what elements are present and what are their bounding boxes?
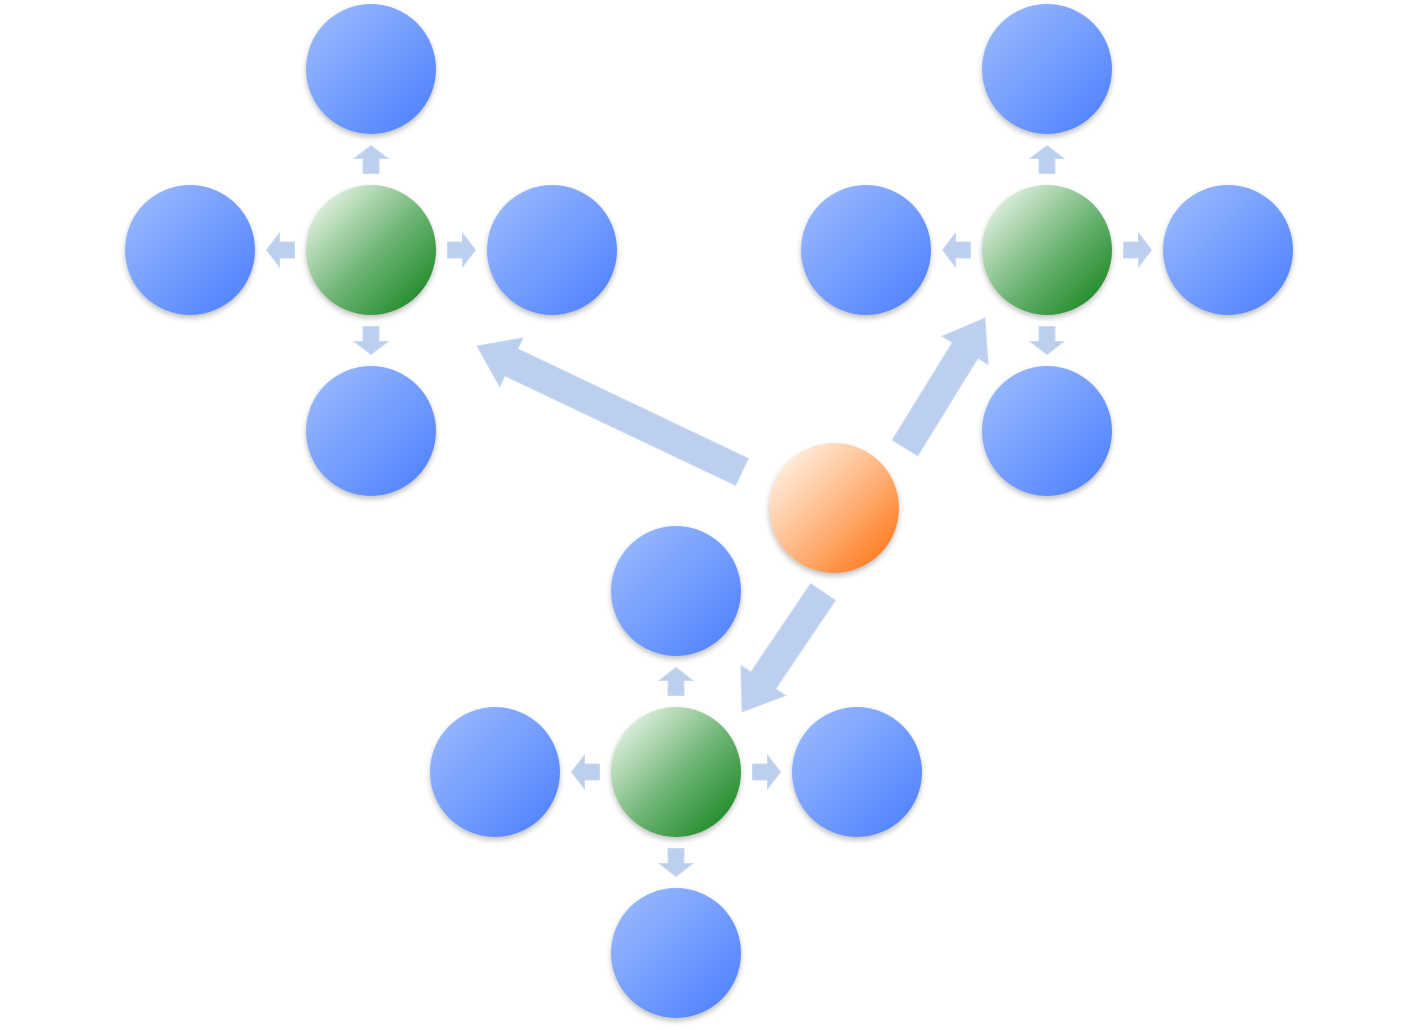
leaf-node-1-right [487,185,617,315]
leaf-node-2-down [982,366,1112,496]
hub-1-arrow-down [352,326,390,356]
hub-2-arrow-down [1028,326,1066,356]
source-node [769,443,899,573]
leaf-node-1-left [125,185,255,315]
hub-3-arrow-left [570,753,600,791]
hub-3-arrow-up [657,666,695,696]
hub-1-arrow-left [265,231,295,269]
hub-1-arrow-up [352,144,390,174]
source-to-hub-arrow-1 [476,337,750,487]
hub-node-2 [982,185,1112,315]
leaf-node-2-up [982,4,1112,134]
hub-2-arrow-left [941,231,971,269]
hub-3-arrow-down [657,848,695,878]
hub-2-arrow-right [1123,231,1153,269]
hub-node-3 [611,707,741,837]
nodes-layer [125,4,1293,1018]
leaf-node-3-right [792,707,922,837]
hub-1-arrow-right [447,231,477,269]
hub-3-arrow-right [752,753,782,791]
leaf-node-1-down [306,366,436,496]
leaf-node-3-down [611,888,741,1018]
arrows-layer [265,144,1153,878]
source-to-hub-arrow-3 [740,582,837,713]
leaf-node-3-left [430,707,560,837]
leaf-node-2-right [1163,185,1293,315]
hub-node-1 [306,185,436,315]
leaf-node-1-up [306,4,436,134]
leaf-node-3-up [611,526,741,656]
hub-2-arrow-up [1028,144,1066,174]
leaf-node-2-left [801,185,931,315]
source-to-hub-arrow-2 [891,317,989,457]
